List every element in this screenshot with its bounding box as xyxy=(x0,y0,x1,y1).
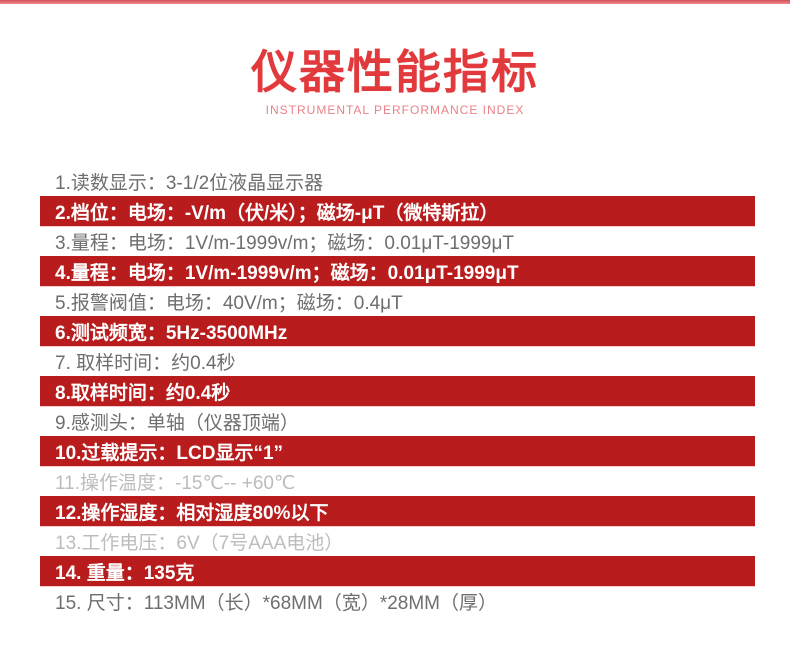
spec-row-text: 2.档位：电场：-V/m（伏/米）；磁场-μT（微特斯拉） xyxy=(55,202,499,224)
spec-row: 10.过载提示：LCD显示“1” xyxy=(40,436,755,466)
spec-row: 14. 重量：135克 xyxy=(40,556,755,586)
spec-row-text: 9.感测头：单轴（仪器顶端） xyxy=(55,412,299,434)
spec-row-text: 11.操作温度：-15℃-- +60℃ xyxy=(55,472,296,494)
top-accent-bar xyxy=(0,0,790,4)
page-title: 仪器性能指标 xyxy=(251,46,539,98)
spec-row: 6.测试频宽：5Hz-3500MHz xyxy=(40,316,755,346)
spec-row-text: 7. 取样时间：约0.4秒 xyxy=(55,352,236,374)
spec-row: 8.取样时间：约0.4秒 xyxy=(40,376,755,406)
spec-row-text: 6.测试频宽：5Hz-3500MHz xyxy=(55,322,288,344)
spec-list: 1.读数显示：3-1/2位液晶显示器 2.档位：电场：-V/m（伏/米）；磁场-μ… xyxy=(40,166,755,616)
spec-row: 3.量程：电场：1V/m-1999v/m；磁场：0.01μT-1999μT xyxy=(40,226,755,256)
spec-row-text: 15. 尺寸：113MM（长）*68MM（宽）*28MM（厚） xyxy=(55,592,498,614)
spec-row-text: 4.量程：电场：1V/m-1999v/m；磁场：0.01μT-1999μT xyxy=(55,262,519,284)
spec-row: 2.档位：电场：-V/m（伏/米）；磁场-μT（微特斯拉） xyxy=(40,196,755,226)
spec-row: 7. 取样时间：约0.4秒 xyxy=(40,346,755,376)
spec-row-text: 3.量程：电场：1V/m-1999v/m；磁场：0.01μT-1999μT xyxy=(55,232,515,254)
spec-row-text: 8.取样时间：约0.4秒 xyxy=(55,382,231,404)
spec-row-text: 13.工作电压：6V（7号AAA电池） xyxy=(55,532,344,554)
spec-row: 1.读数显示：3-1/2位液晶显示器 xyxy=(40,166,755,196)
spec-row: 11.操作温度：-15℃-- +60℃ xyxy=(40,466,755,496)
spec-row: 9.感测头：单轴（仪器顶端） xyxy=(40,406,755,436)
spec-row-text: 1.读数显示：3-1/2位液晶显示器 xyxy=(55,172,324,194)
spec-row-text: 5.报警阀值：电场：40V/m；磁场：0.4μT xyxy=(55,292,403,314)
spec-row-text: 10.过载提示：LCD显示“1” xyxy=(55,442,284,464)
spec-row-text: 12.操作湿度：相对湿度80%以下 xyxy=(55,502,329,524)
spec-row: 4.量程：电场：1V/m-1999v/m；磁场：0.01μT-1999μT xyxy=(40,256,755,286)
spec-row: 12.操作湿度：相对湿度80%以下 xyxy=(40,496,755,526)
spec-row: 5.报警阀值：电场：40V/m；磁场：0.4μT xyxy=(40,286,755,316)
page-subtitle: INSTRUMENTAL PERFORMANCE INDEX xyxy=(265,103,525,117)
spec-row-text: 14. 重量：135克 xyxy=(55,562,195,584)
header: 仪器性能指标 INSTRUMENTAL PERFORMANCE INDEX xyxy=(0,46,790,117)
spec-row: 13.工作电压：6V（7号AAA电池） xyxy=(40,526,755,556)
spec-row: 15. 尺寸：113MM（长）*68MM（宽）*28MM（厚） xyxy=(40,586,755,616)
